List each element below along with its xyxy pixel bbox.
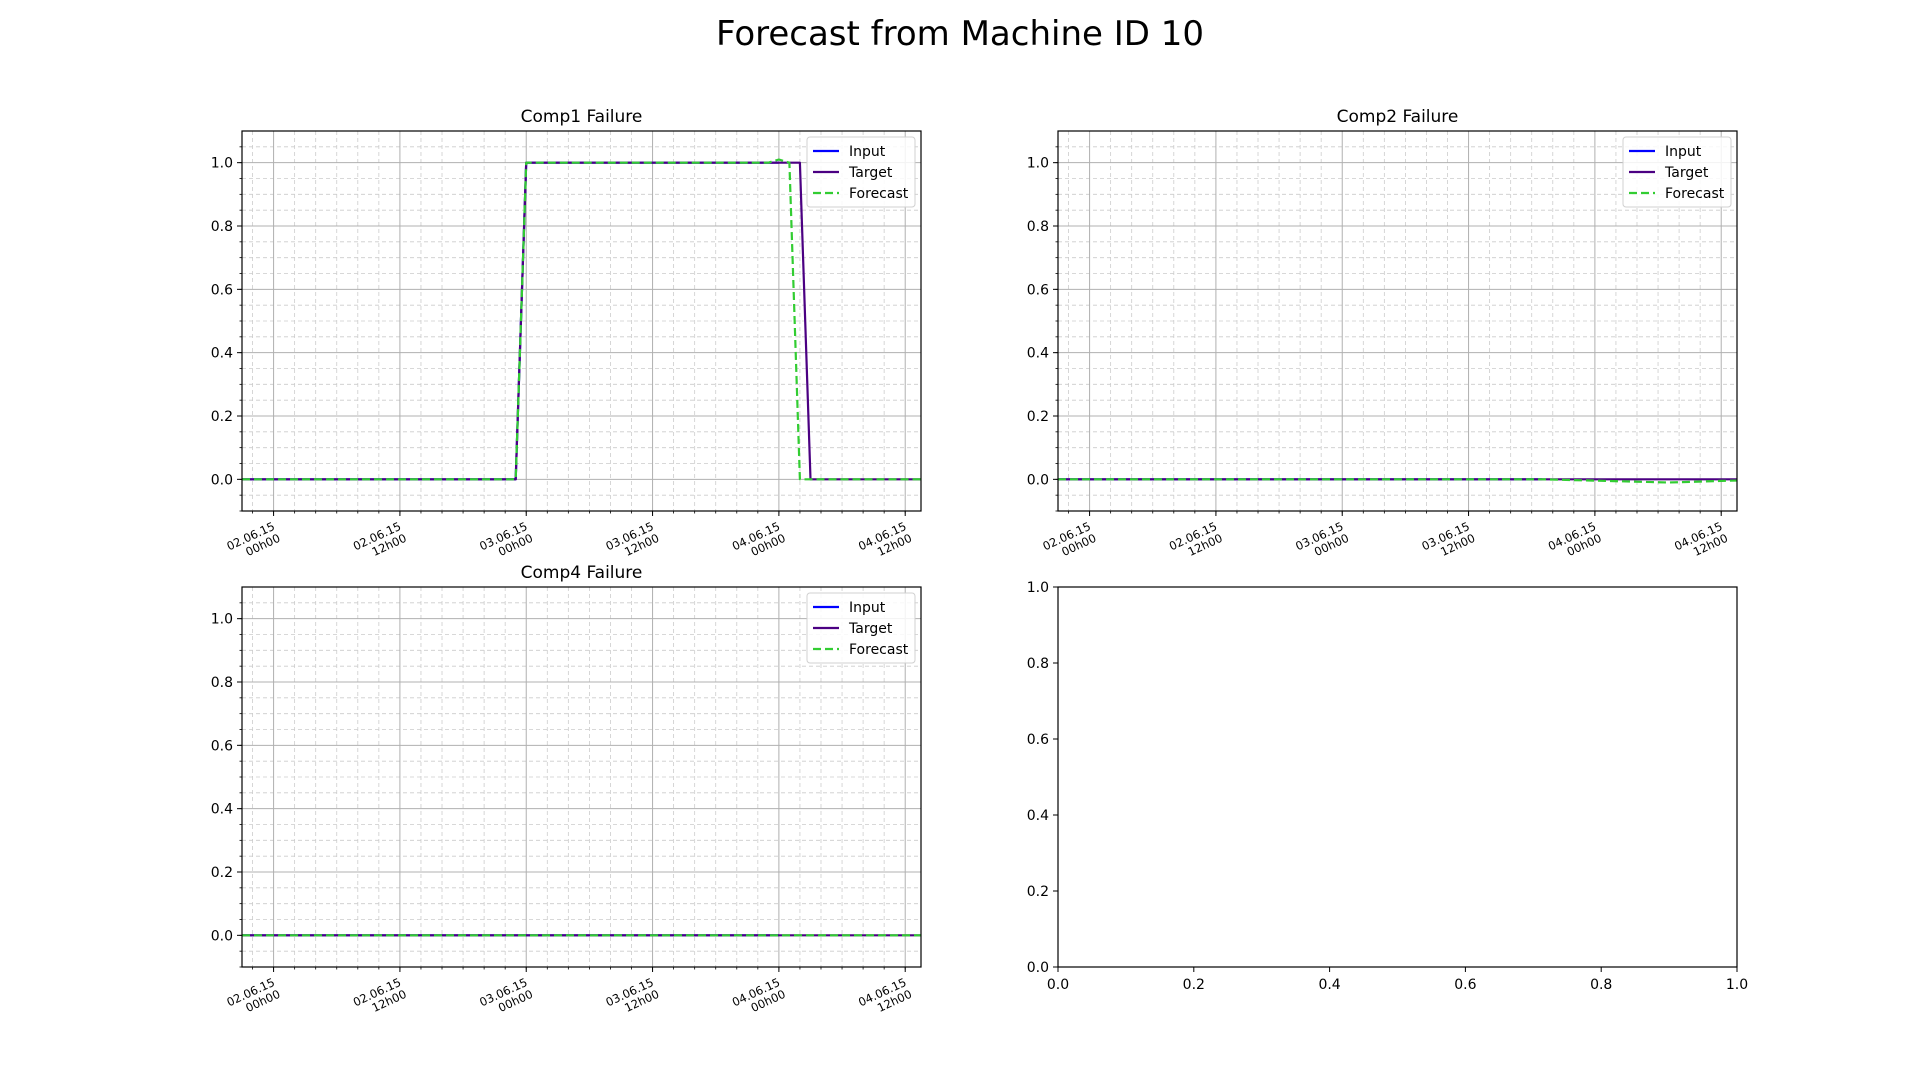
y-tick-label: 1.0 [211, 156, 233, 172]
axes-frame [1057, 586, 1738, 968]
x-tick-label: 0.4 [1318, 977, 1340, 993]
legend-label: Input [1665, 144, 1702, 160]
y-tick-label: 0.4 [1027, 346, 1049, 362]
legend-box [806, 592, 916, 664]
y-tick-label: 0.8 [211, 675, 233, 691]
subplot-title: Comp2 Failure [1337, 107, 1459, 127]
panel-1: 0.0 0.2 0.4 0.6 0.8 1.0 02.06.1500h00 02.06.151… [211, 107, 922, 565]
y-tick-label: 0.8 [1027, 656, 1049, 672]
x-tick-label: 02.06.1512h00 [351, 519, 409, 565]
legend: Input Target Forecast [806, 592, 916, 664]
y-tick-label: 0.2 [1027, 409, 1049, 425]
y-tick-label: 0.2 [1027, 884, 1049, 900]
y-tick-label: 1.0 [1027, 580, 1049, 596]
grid [242, 131, 921, 512]
series-group [242, 158, 921, 481]
x-tick-label: 03.06.1512h00 [603, 975, 661, 1021]
y-tick-label: 0.6 [1027, 732, 1049, 748]
x-tick-label: 04.06.1512h00 [1672, 519, 1730, 565]
grid [1058, 131, 1737, 512]
y-tick-label: 0.2 [211, 409, 233, 425]
y-tick-label: 1.0 [211, 612, 233, 628]
y-tick-label: 0.4 [211, 802, 233, 818]
y-tick-label: 0.6 [211, 282, 233, 298]
x-tick-label: 02.06.1500h00 [1041, 519, 1099, 565]
legend-box [1622, 136, 1732, 208]
y-tick-label: 0.6 [211, 738, 233, 754]
x-tick-label: 03.06.1500h00 [477, 975, 535, 1021]
y-tick-label: 0.6 [1027, 282, 1049, 298]
legend-label: Forecast [849, 642, 909, 658]
legend: Input Target Forecast [1622, 136, 1732, 208]
x-tick-label: 04.06.1500h00 [1546, 519, 1604, 565]
x-tick-label: 04.06.1500h00 [730, 519, 788, 565]
x-tick-label: 02.06.1512h00 [1167, 519, 1225, 565]
x-tick-label: 03.06.1512h00 [603, 519, 661, 565]
y-tick-label: 0.0 [211, 472, 233, 488]
figure-title: Forecast from Machine ID 10 [715, 14, 1205, 54]
y-tick-label: 0.0 [1027, 960, 1049, 976]
legend-label: Forecast [1665, 186, 1725, 202]
subplot-title: Comp4 Failure [521, 563, 643, 583]
y-tick-label: 0.0 [211, 928, 233, 944]
y-tick-label: 1.0 [1027, 156, 1049, 172]
x-tick-label: 02.06.1512h00 [351, 975, 409, 1021]
panel-4: 0.0 0.2 0.4 0.6 0.8 1.0 0.0 0.2 0.4 0.6 0.8 1.0 [1027, 580, 1748, 993]
y-tick-label: 0.0 [1027, 472, 1049, 488]
series-line-forecast [242, 158, 921, 481]
series-group [1058, 478, 1737, 484]
legend-label: Target [848, 621, 893, 637]
legend: Input Target Forecast [806, 136, 916, 208]
y-tick-label: 0.4 [1027, 808, 1049, 824]
x-tick-label: 0.8 [1590, 977, 1612, 993]
legend-label: Target [848, 165, 893, 181]
legend-label: Input [849, 600, 886, 616]
panel-3: 0.0 0.2 0.4 0.6 0.8 1.0 02.06.1500h00 02.06.151… [211, 563, 922, 1021]
x-tick-label: 1.0 [1726, 977, 1748, 993]
x-tick-label: 04.06.1500h00 [730, 975, 788, 1021]
y-tick-label: 0.8 [1027, 219, 1049, 235]
x-tick-label: 03.06.1500h00 [1293, 519, 1351, 565]
panel-2: 0.0 0.2 0.4 0.6 0.8 1.0 02.06.1500h00 02.06.151… [1027, 107, 1738, 565]
legend-label: Input [849, 144, 886, 160]
legend-label: Target [1664, 165, 1709, 181]
x-tick-label: 0.2 [1183, 977, 1205, 993]
x-tick-label: 02.06.1500h00 [225, 975, 283, 1021]
y-tick-label: 0.8 [211, 219, 233, 235]
x-tick-label: 02.06.1500h00 [225, 519, 283, 565]
x-tick-label: 04.06.1512h00 [856, 519, 914, 565]
x-tick-label: 0.0 [1047, 977, 1069, 993]
y-tick-label: 0.2 [211, 865, 233, 881]
x-tick-label: 0.6 [1454, 977, 1476, 993]
subplot-title: Comp1 Failure [521, 107, 643, 127]
y-tick-label: 0.4 [211, 346, 233, 362]
legend-box [806, 136, 916, 208]
x-tick-label: 03.06.1512h00 [1419, 519, 1477, 565]
x-tick-label: 04.06.1512h00 [856, 975, 914, 1021]
x-tick-label: 03.06.1500h00 [477, 519, 535, 565]
legend-label: Forecast [849, 186, 909, 202]
